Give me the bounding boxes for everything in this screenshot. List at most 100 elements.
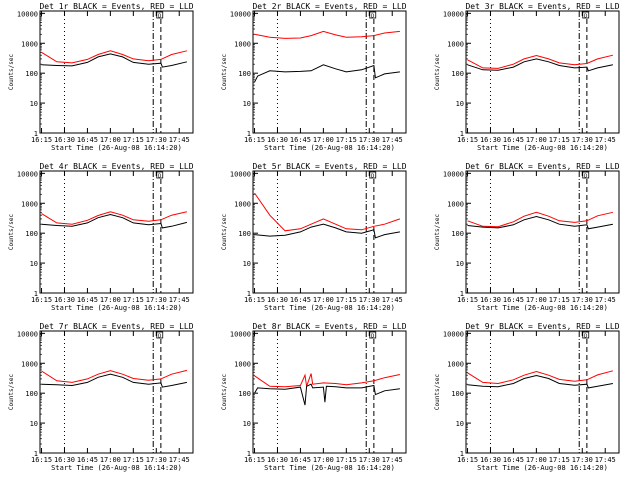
series-line-lld xyxy=(467,370,614,385)
x-tick-label: 17:00 xyxy=(100,456,121,464)
x-tick-label: 17:15 xyxy=(123,456,144,464)
x-tick-label: 16:30 xyxy=(480,456,501,464)
annotation-box xyxy=(156,11,164,19)
annotation-label: D xyxy=(158,13,161,19)
y-tick-label: 1000 xyxy=(447,360,464,368)
plot-title: Det 1r BLACK = Events, RED = LLD xyxy=(39,2,193,11)
y-tick-label: 10 xyxy=(456,260,464,268)
series-line-events xyxy=(254,64,400,83)
y-tick-label: 10 xyxy=(456,420,464,428)
x-tick-label: 16:45 xyxy=(77,456,98,464)
y-axis-label: Counts/sec xyxy=(434,214,441,251)
x-tick-label: 16:45 xyxy=(503,136,524,144)
plot-frame xyxy=(39,10,194,134)
plot-title: Det 9r BLACK = Events, RED = LLD xyxy=(465,322,619,331)
x-axis-label: Start Time (26-Aug-08 16:14:20) xyxy=(51,144,182,152)
x-tick-label: 16:45 xyxy=(77,296,98,304)
annotation-label: D xyxy=(371,333,374,339)
x-tick-label: 16:30 xyxy=(267,456,288,464)
y-tick-label: 10000 xyxy=(230,10,251,18)
y-tick-label: 100 xyxy=(25,70,38,78)
detector-panel: Det 5r BLACK = Events, RED = LLD 1 10 100 10… xyxy=(221,162,407,312)
x-tick-label: 17:30 xyxy=(146,136,167,144)
series-line-events xyxy=(467,58,613,72)
x-tick-label: 16:15 xyxy=(457,456,478,464)
x-axis-label: Start Time (26-Aug-08 16:14:20) xyxy=(477,304,608,312)
plot-frame xyxy=(39,330,194,454)
x-tick-label: 17:00 xyxy=(313,296,334,304)
x-tick-label: 16:30 xyxy=(54,456,75,464)
x-tick-label: 17:30 xyxy=(572,456,593,464)
annotation-box xyxy=(369,331,377,339)
x-tick-label: 17:00 xyxy=(526,136,547,144)
series-line-lld xyxy=(41,211,188,225)
y-tick-label: 10000 xyxy=(443,330,464,338)
x-tick-label: 16:45 xyxy=(290,456,311,464)
y-tick-label: 1000 xyxy=(21,40,38,48)
plot-title: Det 7r BLACK = Events, RED = LLD xyxy=(39,322,193,331)
series-line-events xyxy=(254,223,400,239)
x-tick-label: 16:45 xyxy=(503,456,524,464)
series-line-events xyxy=(41,373,187,388)
x-tick-label: 16:45 xyxy=(503,296,524,304)
y-axis-label: Counts/sec xyxy=(221,214,228,251)
x-tick-label: 16:30 xyxy=(267,296,288,304)
y-tick-label: 1000 xyxy=(21,200,38,208)
x-tick-label: 17:45 xyxy=(169,456,190,464)
plot-frame xyxy=(465,170,620,294)
series-line-lld xyxy=(467,54,614,69)
x-tick-label: 16:15 xyxy=(31,456,52,464)
x-tick-label: 16:15 xyxy=(31,136,52,144)
series-line-events xyxy=(467,215,613,230)
x-tick-label: 17:45 xyxy=(382,296,403,304)
detector-panel: Det 8r BLACK = Events, RED = LLD 1 10 100 10… xyxy=(221,322,407,472)
y-tick-label: 100 xyxy=(451,70,464,78)
series-line-events xyxy=(254,383,400,406)
y-tick-label: 1 xyxy=(247,450,251,458)
x-tick-label: 17:45 xyxy=(595,456,616,464)
y-tick-label: 100 xyxy=(25,230,38,238)
y-tick-label: 10 xyxy=(243,260,251,268)
plot-frame xyxy=(465,10,620,134)
x-tick-label: 17:15 xyxy=(123,296,144,304)
x-tick-label: 16:30 xyxy=(267,136,288,144)
plot-title: Det 6r BLACK = Events, RED = LLD xyxy=(465,162,619,171)
annotation-label: D xyxy=(584,333,587,339)
y-tick-label: 1000 xyxy=(234,200,251,208)
plot-title: Det 2r BLACK = Events, RED = LLD xyxy=(252,2,406,11)
annotation-label: D xyxy=(158,173,161,179)
x-tick-label: 17:00 xyxy=(100,136,121,144)
annotation-label: D xyxy=(371,173,374,179)
plot-frame xyxy=(252,330,407,454)
y-tick-label: 1000 xyxy=(234,360,251,368)
x-tick-label: 17:30 xyxy=(146,456,167,464)
x-tick-label: 17:30 xyxy=(572,136,593,144)
x-tick-label: 17:30 xyxy=(359,456,380,464)
y-tick-label: 100 xyxy=(451,390,464,398)
detector-panel: Det 1r BLACK = Events, RED = LLD 1 10 100 10… xyxy=(8,2,194,152)
x-tick-label: 17:00 xyxy=(526,456,547,464)
x-tick-label: 17:00 xyxy=(313,456,334,464)
x-tick-label: 17:45 xyxy=(169,296,190,304)
x-tick-label: 16:30 xyxy=(480,296,501,304)
y-tick-label: 10 xyxy=(456,100,464,108)
x-tick-label: 16:15 xyxy=(244,136,265,144)
annotation-label: D xyxy=(158,333,161,339)
x-axis-label: Start Time (26-Aug-08 16:14:20) xyxy=(51,464,182,472)
y-tick-label: 1 xyxy=(460,290,464,298)
y-tick-label: 10 xyxy=(30,260,38,268)
y-tick-label: 100 xyxy=(238,230,251,238)
x-tick-label: 17:30 xyxy=(359,136,380,144)
y-tick-label: 10 xyxy=(30,100,38,108)
y-tick-label: 1 xyxy=(247,130,251,138)
y-tick-label: 1 xyxy=(460,450,464,458)
x-tick-label: 17:45 xyxy=(595,136,616,144)
annotation-box xyxy=(582,11,590,19)
annotation-box xyxy=(582,171,590,179)
y-tick-label: 1000 xyxy=(21,360,38,368)
y-tick-label: 1 xyxy=(34,130,38,138)
series-line-lld xyxy=(467,211,614,228)
y-tick-label: 1 xyxy=(460,130,464,138)
x-tick-label: 17:15 xyxy=(336,456,357,464)
